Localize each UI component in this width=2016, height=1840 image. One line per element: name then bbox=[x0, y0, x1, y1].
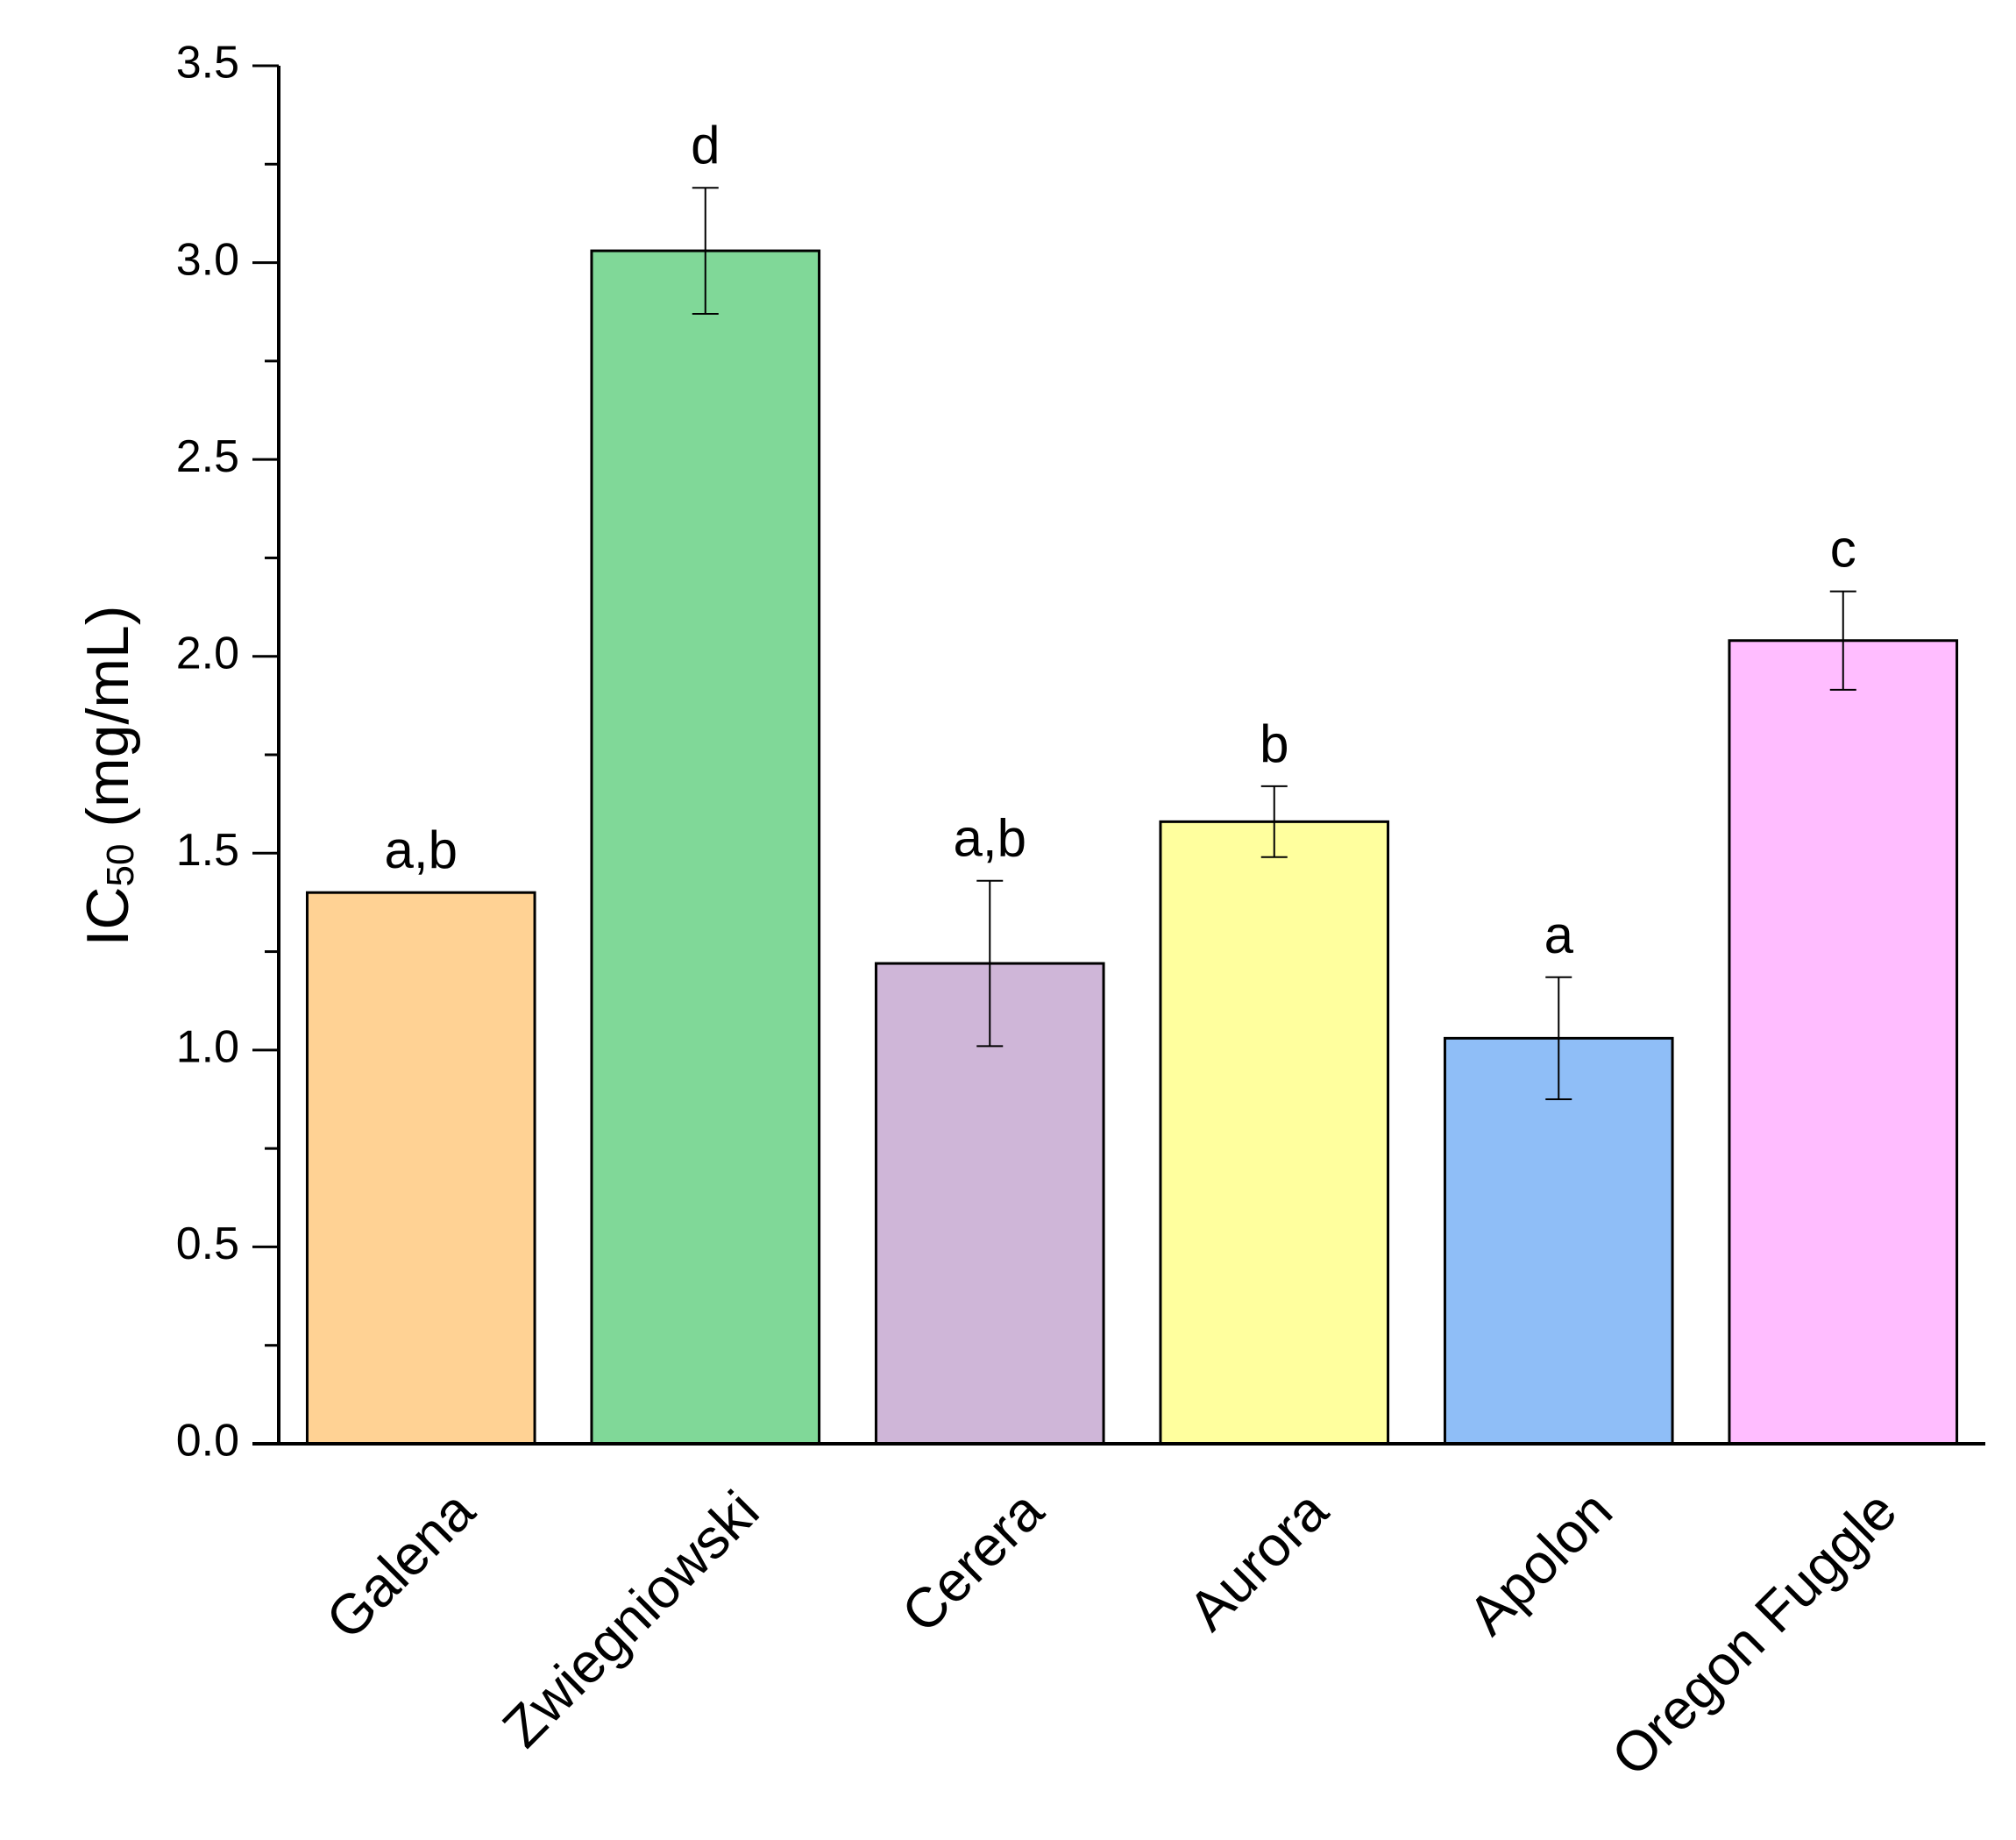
x-tick-label: Zwiegniowski bbox=[490, 1479, 770, 1759]
significance-label: c bbox=[1830, 520, 1856, 579]
significance-label: a,b bbox=[954, 809, 1026, 868]
y-tick-label: 1.5 bbox=[176, 825, 239, 876]
x-tick-label: Oregon Fuggle bbox=[1600, 1479, 1909, 1788]
bar-oregon-fuggle bbox=[1728, 639, 1959, 1446]
significance-label: b bbox=[1260, 714, 1288, 773]
y-axis-title-main: IC bbox=[75, 886, 141, 946]
error-bar-oregon-fuggle bbox=[1829, 590, 1856, 691]
x-tick-label: Cerera bbox=[890, 1479, 1056, 1645]
y-tick-label: 2.0 bbox=[176, 628, 239, 678]
y-axis-title-unit: (mg/mL) bbox=[75, 606, 141, 844]
error-bar-zwiegniowski bbox=[692, 187, 719, 315]
y-tick-label: 0.5 bbox=[176, 1218, 239, 1269]
y-tick-label: 1.0 bbox=[176, 1022, 239, 1073]
error-bar-aurora bbox=[1260, 785, 1288, 858]
x-tick-label: Apolon bbox=[1456, 1479, 1624, 1647]
y-tick-label: 0.0 bbox=[176, 1416, 239, 1467]
bar-galena bbox=[305, 891, 536, 1446]
significance-label: a bbox=[1544, 906, 1574, 964]
bar-zwiegniowski bbox=[590, 249, 821, 1446]
significance-label: d bbox=[691, 116, 720, 174]
error-bar-apolon bbox=[1545, 976, 1572, 1100]
y-tick-label: 3.5 bbox=[176, 38, 239, 89]
y-axis-title: IC50 (mg/mL) bbox=[75, 606, 142, 947]
y-tick-label: 2.5 bbox=[176, 431, 239, 482]
x-tick-label: Galena bbox=[314, 1479, 486, 1652]
bar-apolon bbox=[1443, 1036, 1674, 1446]
error-bar-cerera bbox=[976, 879, 1004, 1048]
y-tick-label: 3.0 bbox=[176, 234, 239, 285]
svg-text:IC50 (mg/mL): IC50 (mg/mL) bbox=[75, 606, 142, 947]
x-tick-label: Aurora bbox=[1176, 1479, 1340, 1643]
bar-aurora bbox=[1159, 820, 1390, 1446]
significance-label: a,b bbox=[385, 821, 458, 879]
y-axis-title-subscript: 50 bbox=[99, 844, 142, 887]
